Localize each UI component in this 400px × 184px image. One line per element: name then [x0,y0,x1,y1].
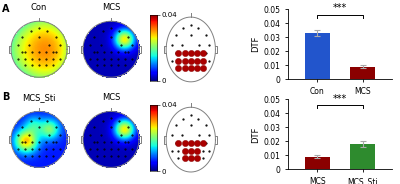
Y-axis label: DTF: DTF [181,131,187,145]
Text: MCS: MCS [102,3,120,12]
Y-axis label: DTF: DTF [252,36,260,52]
Text: Con: Con [31,3,47,12]
Bar [305,157,330,169]
Text: MCS_Sti: MCS_Sti [22,93,56,102]
Text: ***: *** [333,93,347,104]
Y-axis label: DTF: DTF [252,126,260,142]
Text: B: B [2,92,9,102]
Y-axis label: DTF: DTF [181,41,187,55]
Polygon shape [166,17,216,82]
Bar [305,33,330,79]
Polygon shape [166,107,216,172]
Text: MCS: MCS [102,93,120,102]
Text: ***: *** [333,3,347,13]
Bar [350,67,375,79]
Text: A: A [2,4,10,14]
Bar [350,144,375,169]
